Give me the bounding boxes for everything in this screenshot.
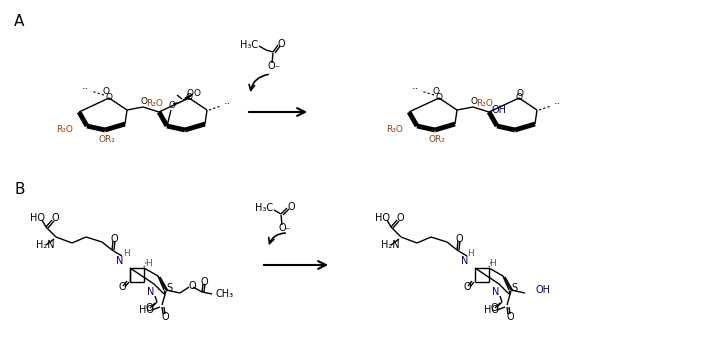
Text: N: N (147, 287, 155, 297)
Text: H: H (122, 248, 129, 258)
FancyArrowPatch shape (269, 233, 285, 244)
Text: R₃O: R₃O (477, 98, 493, 107)
Text: O: O (185, 94, 192, 103)
Text: O: O (287, 202, 295, 212)
Text: O: O (278, 223, 286, 233)
Text: H₂N: H₂N (381, 240, 399, 250)
Text: H₃C: H₃C (240, 40, 258, 50)
Text: ··: ·· (81, 84, 88, 94)
Text: O: O (277, 39, 285, 49)
Text: H: H (145, 259, 151, 269)
Text: O: O (141, 97, 148, 107)
Text: HO: HO (375, 213, 390, 223)
Text: O: O (51, 213, 59, 223)
Text: O: O (470, 97, 477, 107)
Text: R₃O: R₃O (386, 126, 403, 135)
Text: H: H (467, 248, 474, 258)
Text: N: N (492, 287, 500, 297)
Text: OH: OH (535, 285, 550, 295)
Text: B: B (14, 182, 25, 197)
Text: ··: ·· (411, 84, 419, 94)
Text: O: O (188, 281, 196, 291)
Text: HO: HO (484, 305, 499, 315)
Text: ⁻: ⁻ (284, 226, 290, 236)
Text: ··: ·· (223, 99, 230, 109)
Text: H₃C: H₃C (255, 203, 273, 213)
Text: R₃O: R₃O (146, 98, 163, 107)
Text: CH₃: CH₃ (216, 289, 234, 299)
Text: O: O (517, 88, 523, 97)
Text: O: O (463, 282, 471, 292)
Text: O: O (194, 88, 201, 97)
Text: O: O (118, 282, 126, 292)
Text: N: N (461, 256, 469, 266)
Text: O: O (433, 86, 440, 96)
Text: O: O (105, 94, 112, 103)
Text: O: O (161, 312, 169, 322)
Text: OR₂: OR₂ (428, 136, 445, 144)
Text: ⁻: ⁻ (274, 64, 279, 74)
Text: S: S (166, 283, 172, 293)
Text: O: O (187, 88, 194, 97)
Text: OR₂: OR₂ (98, 136, 115, 144)
Text: O: O (267, 61, 275, 71)
Text: H₂N: H₂N (36, 240, 54, 250)
Text: O: O (110, 234, 118, 244)
Text: OH: OH (491, 105, 506, 115)
Text: HO: HO (30, 213, 45, 223)
Text: O: O (103, 86, 110, 96)
Text: H: H (490, 259, 496, 269)
Text: ··: ·· (554, 99, 561, 109)
Text: O: O (490, 303, 498, 313)
Text: A: A (14, 14, 24, 29)
Text: S: S (511, 283, 517, 293)
Text: O: O (506, 312, 514, 322)
Text: O: O (168, 101, 175, 110)
Text: R₃O: R₃O (56, 126, 73, 135)
Text: N: N (117, 256, 124, 266)
Text: O: O (515, 94, 522, 103)
Text: O: O (145, 303, 153, 313)
Text: O: O (396, 213, 404, 223)
Text: O: O (200, 277, 208, 287)
Text: O: O (455, 234, 463, 244)
Text: HO: HO (139, 305, 154, 315)
FancyArrowPatch shape (249, 74, 268, 90)
Text: O: O (436, 94, 443, 103)
